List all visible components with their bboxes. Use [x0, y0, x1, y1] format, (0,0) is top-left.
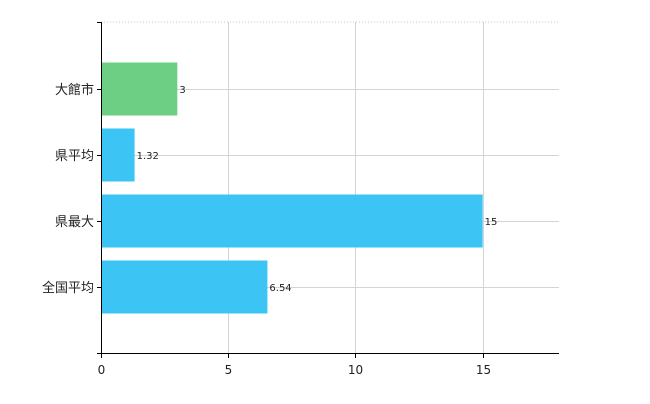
x-tick-label: 5: [225, 363, 233, 377]
data-label-1: 3: [179, 85, 185, 96]
data-label-3: 15: [485, 217, 498, 228]
bar-2: [101, 128, 135, 182]
x-tick-label: 0: [98, 363, 106, 377]
bar-3: [101, 194, 483, 248]
category-label-4: 全国平均: [42, 280, 94, 296]
bar-1: [101, 62, 178, 116]
x-tick-label: 10: [348, 363, 363, 377]
data-label-2: 1.32: [137, 151, 159, 162]
category-label-1: 大館市: [55, 82, 94, 98]
category-label-3: 県最大: [55, 215, 94, 230]
category-label-2: 県平均: [55, 149, 94, 164]
data-label-4: 6.54: [269, 283, 291, 294]
x-tick-label: 15: [476, 363, 491, 377]
bar-4: [101, 260, 268, 314]
